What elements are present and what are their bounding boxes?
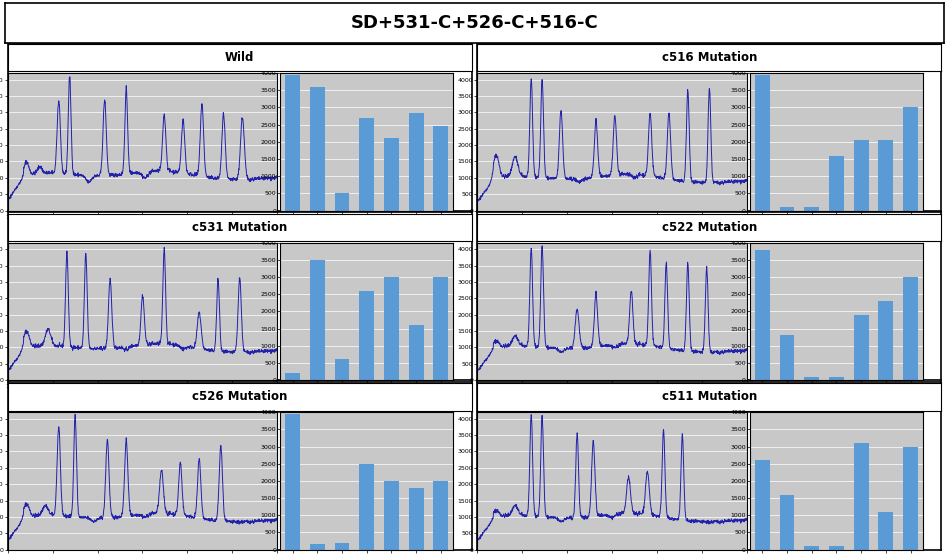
Text: Wild: Wild <box>225 52 254 64</box>
Bar <box>879 140 893 211</box>
Bar <box>310 87 325 211</box>
Bar <box>434 126 448 211</box>
Bar <box>780 495 794 550</box>
Bar <box>829 546 844 550</box>
Text: c522 Mutation: c522 Mutation <box>661 221 757 234</box>
Bar <box>903 107 918 211</box>
Bar <box>360 118 374 211</box>
Bar <box>360 291 374 380</box>
Bar <box>384 481 399 550</box>
Bar <box>755 75 770 211</box>
Bar <box>409 325 423 380</box>
Bar <box>409 112 423 211</box>
Bar <box>335 543 349 550</box>
Bar <box>755 249 770 380</box>
Bar <box>780 335 794 380</box>
Bar <box>310 260 325 380</box>
Bar <box>805 377 819 380</box>
Text: c526 Mutation: c526 Mutation <box>192 391 288 403</box>
Bar <box>286 414 300 550</box>
Bar <box>903 447 918 550</box>
Bar <box>829 156 844 211</box>
Bar <box>780 207 794 211</box>
Bar <box>879 512 893 550</box>
Bar <box>409 488 423 550</box>
Bar <box>854 443 868 550</box>
Bar <box>310 545 325 550</box>
Text: c531 Mutation: c531 Mutation <box>192 221 288 234</box>
Bar <box>854 315 868 380</box>
Text: c511 Mutation: c511 Mutation <box>661 391 757 403</box>
Bar <box>434 277 448 380</box>
Bar <box>286 75 300 211</box>
Bar <box>805 207 819 211</box>
Bar <box>854 140 868 211</box>
Bar <box>879 301 893 380</box>
Bar <box>360 464 374 550</box>
Bar <box>829 377 844 380</box>
Bar <box>384 138 399 211</box>
Text: SD+531-C+526-C+516-C: SD+531-C+526-C+516-C <box>350 14 599 32</box>
Bar <box>903 277 918 380</box>
Bar <box>335 193 349 211</box>
Bar <box>805 546 819 550</box>
Bar <box>434 481 448 550</box>
Bar <box>384 277 399 380</box>
Text: c516 Mutation: c516 Mutation <box>661 52 757 64</box>
Bar <box>286 373 300 380</box>
Bar <box>335 360 349 380</box>
Bar <box>755 460 770 550</box>
